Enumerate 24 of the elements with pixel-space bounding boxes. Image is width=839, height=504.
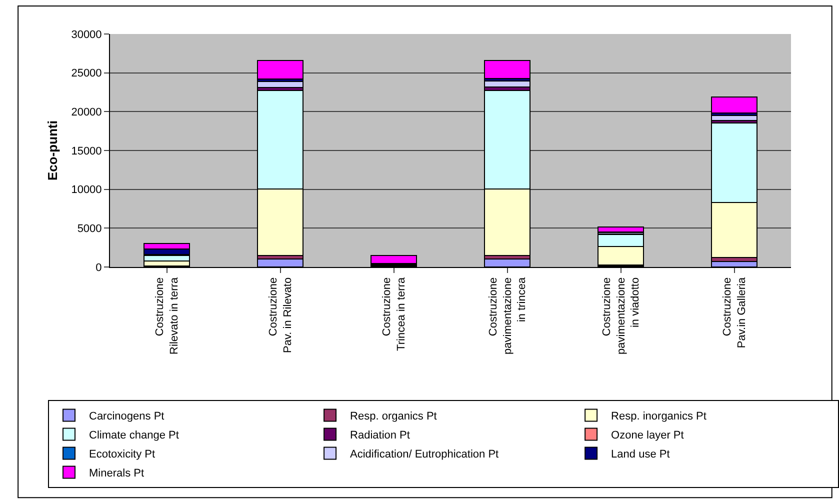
legend-label: Resp. inorganics Pt [611, 410, 706, 423]
x-tick-label: Costruzione pavimentazione in trincea [488, 276, 528, 354]
legend-label: Carcinogens Pt [89, 410, 164, 423]
legend-label: Land use Pt [611, 448, 670, 461]
x-tick-label: Costruzione pavimentazione in viadotto [601, 277, 642, 354]
x-tick-label: Costruzione Pav.in Galleria [722, 276, 748, 348]
y-tick-label: 0 [96, 262, 102, 274]
legend-label: Ozone layer Pt [611, 430, 684, 442]
y-tick-label: 10000 [71, 184, 102, 196]
legend-label: Radiation Pt [350, 430, 410, 442]
y-tick-label: 20000 [71, 106, 102, 119]
y-tick-label: 15000 [71, 145, 102, 158]
x-tick-label: Costruzione Rilevato in terra [154, 276, 180, 354]
x-tick-label: Costruzione Trincea in terra [381, 276, 408, 351]
legend-label: Ecotoxicity Pt [89, 448, 156, 461]
x-tick-label: Costruzione Pav. in Rilevato [268, 277, 294, 354]
y-tick-label: 25000 [71, 68, 102, 80]
y-tick-label: 5000 [77, 223, 102, 236]
legend-label: Climate change Pt [89, 430, 179, 442]
y-axis-title: Eco-punti [45, 120, 60, 180]
legend-label: Minerals Pt [89, 468, 144, 480]
legend-label: Resp. organics Pt [350, 410, 437, 423]
legend-label: Acidification/ Eutrophication Pt [350, 448, 499, 461]
y-tick-label: 30000 [71, 28, 102, 41]
